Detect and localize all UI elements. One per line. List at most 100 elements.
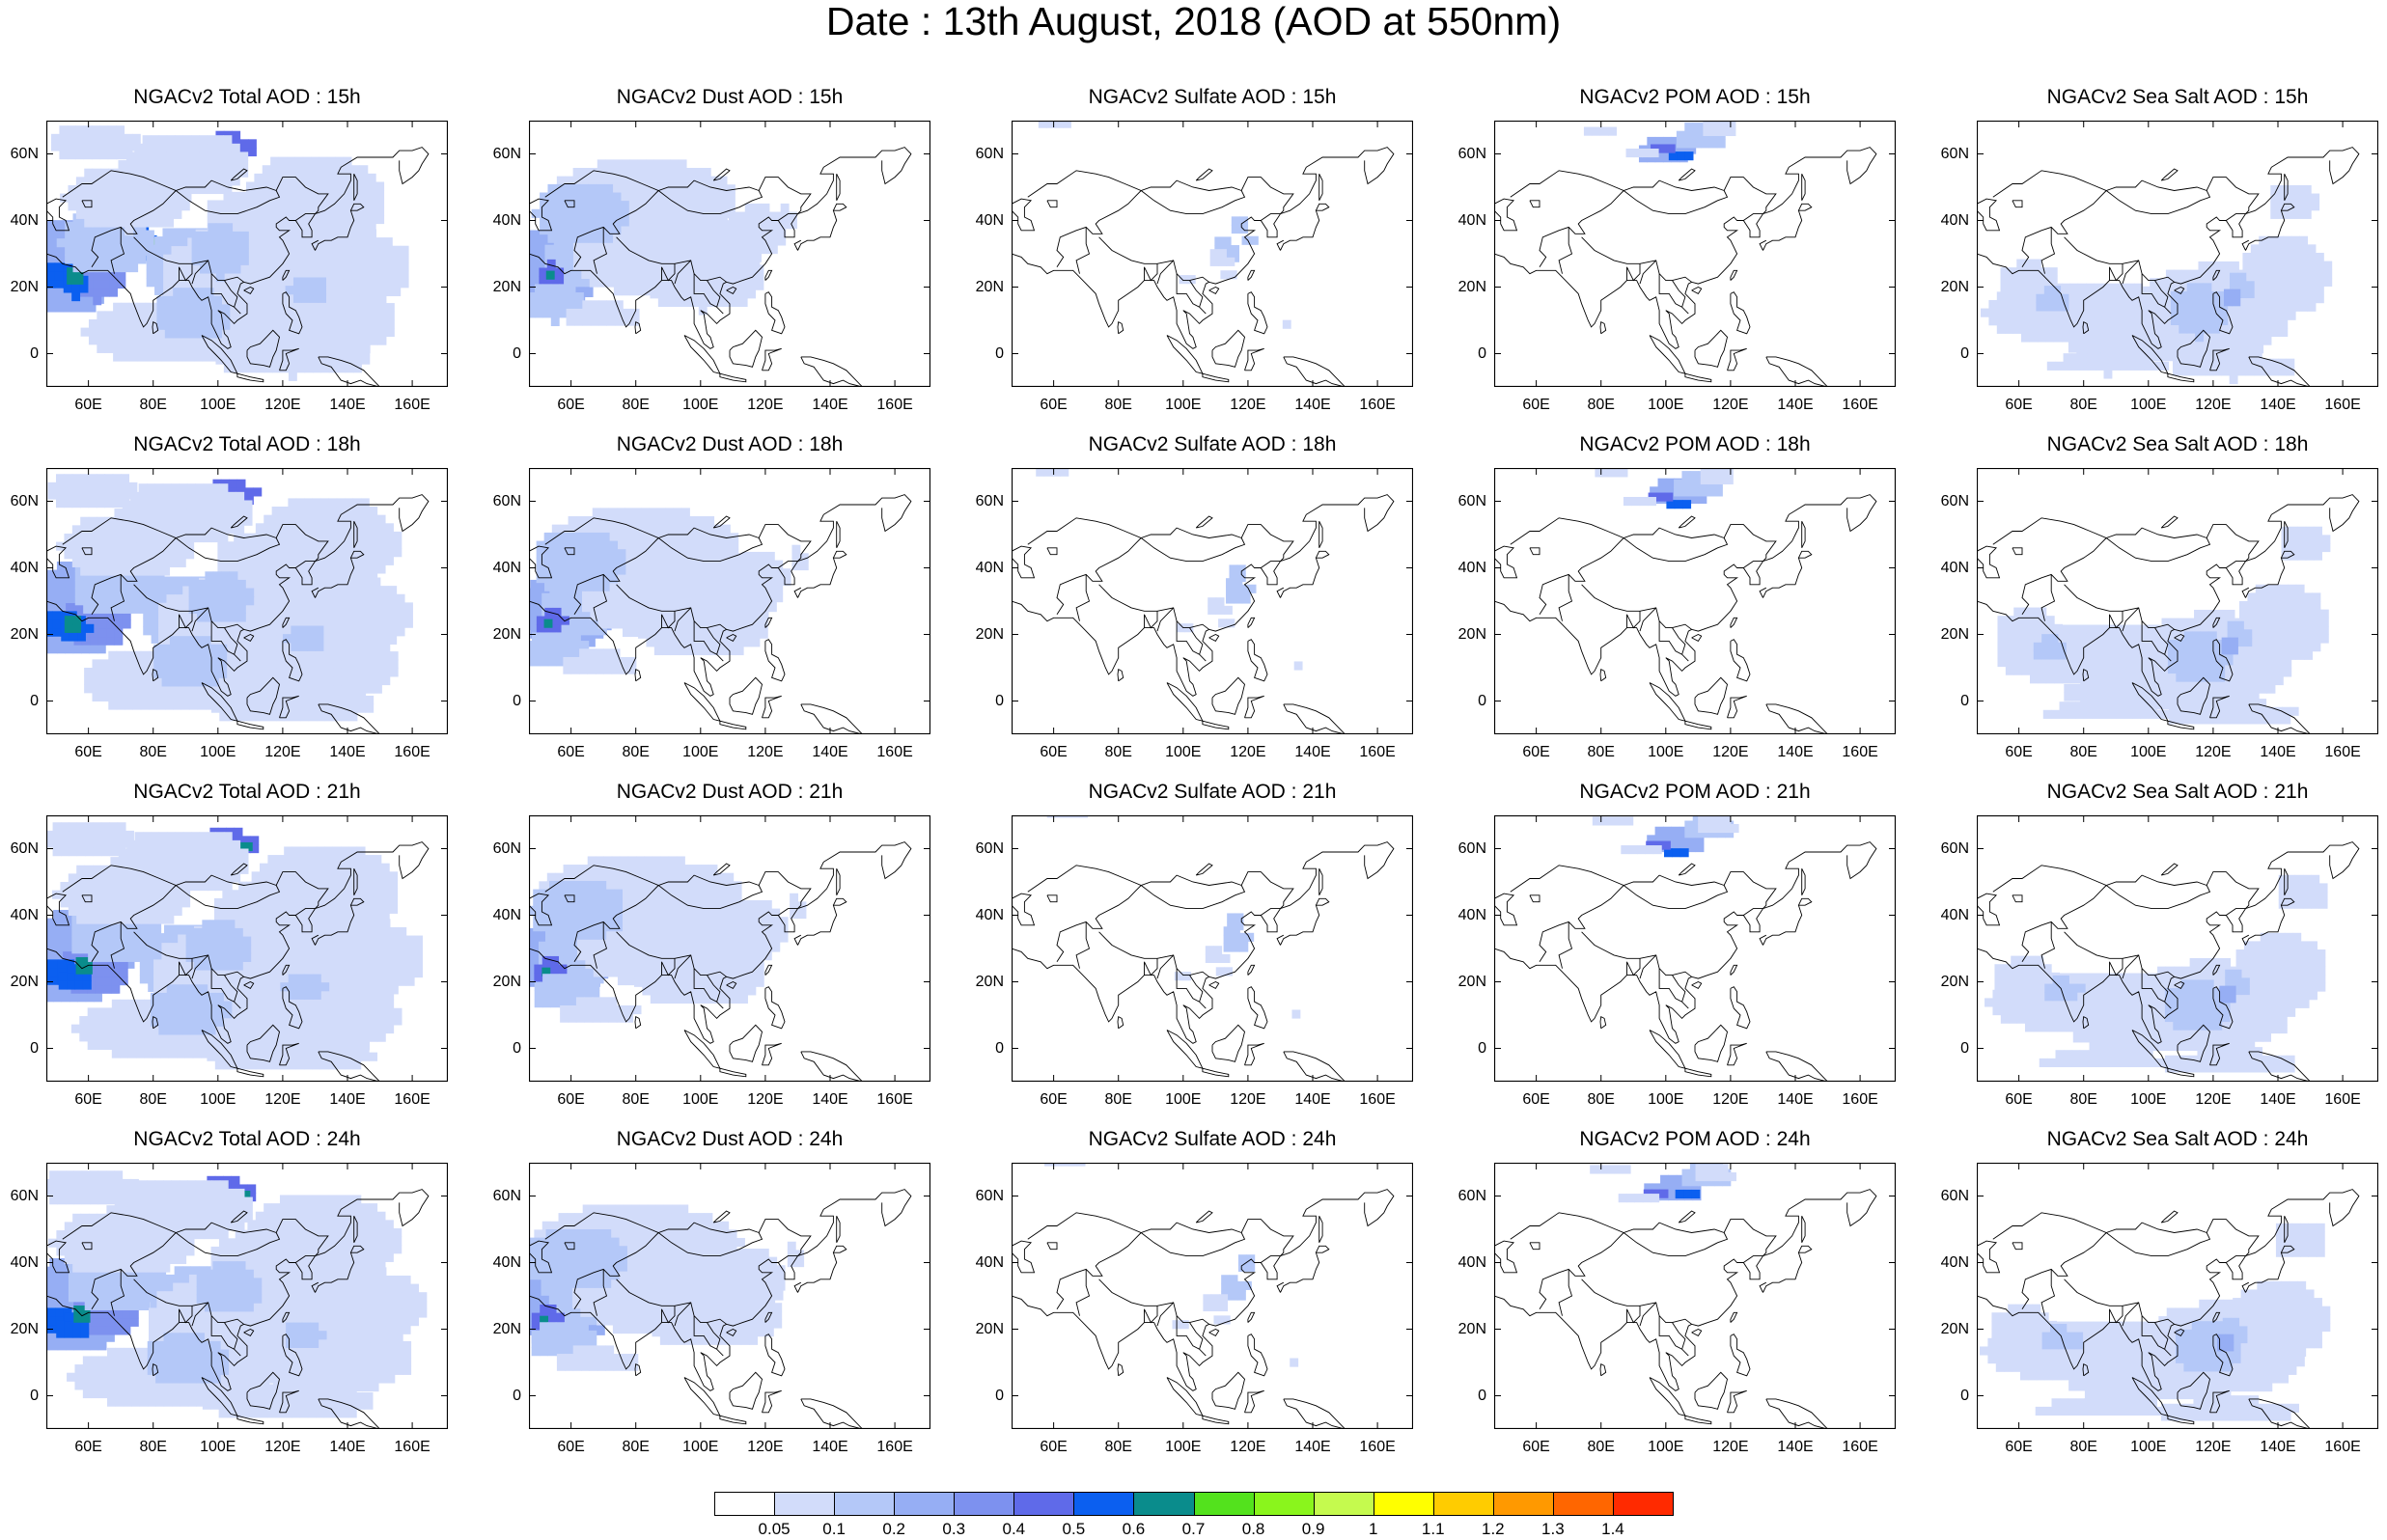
- aod-cell: [121, 344, 130, 353]
- aod-cell: [165, 177, 175, 186]
- aod-cell: [227, 703, 236, 713]
- aod-cell: [702, 176, 711, 185]
- aod-cell: [124, 596, 133, 606]
- aod-cell: [207, 216, 216, 226]
- aod-cell: [323, 611, 333, 620]
- aod-cell: [333, 651, 342, 661]
- aod-cell: [92, 177, 101, 186]
- aod-cell: [2186, 324, 2196, 334]
- aod-cell: [84, 184, 94, 195]
- aod-cell: [348, 675, 358, 686]
- coastline: [2141, 273, 2172, 315]
- aod-cell: [264, 286, 274, 295]
- aod-cell: [154, 278, 163, 288]
- aod-cell: [536, 238, 545, 248]
- aod-cell: [2198, 261, 2207, 271]
- aod-cell: [234, 318, 243, 329]
- aod-cell: [312, 514, 321, 524]
- aod-cell: [211, 509, 220, 518]
- aod-cell: [208, 248, 217, 258]
- aod-cell: [267, 687, 277, 697]
- aod-cell: [331, 635, 341, 646]
- aod-cell: [65, 230, 74, 239]
- aod-cell: [64, 616, 73, 625]
- coastline: [1140, 190, 1246, 215]
- aod-cell: [234, 327, 243, 337]
- aod-cell: [347, 635, 357, 646]
- lon-tick-label: 100E: [200, 397, 236, 413]
- aod-cell: [331, 602, 341, 612]
- lon-tick-label: 140E: [1777, 397, 1814, 413]
- aod-cell: [68, 193, 77, 203]
- aod-cell: [571, 208, 581, 218]
- aod-cell: [163, 270, 172, 281]
- aod-cell: [1239, 216, 1249, 226]
- aod-cell: [1692, 123, 1702, 132]
- aod-cell: [67, 275, 76, 285]
- dust-aod-field: [529, 159, 797, 327]
- aod-cell: [284, 651, 293, 661]
- aod-cell: [231, 208, 240, 218]
- lon-tick-label: 100E: [2130, 397, 2167, 413]
- aod-cell: [145, 327, 154, 337]
- aod-cell: [2206, 344, 2215, 353]
- aod-cell: [369, 548, 378, 558]
- aod-cell: [248, 294, 258, 304]
- figure-title: Date : 13th August, 2018 (AOD at 550nm): [825, 0, 1562, 43]
- aod-cell: [2283, 244, 2292, 254]
- coastline: [719, 372, 747, 383]
- aod-cell: [2270, 209, 2280, 219]
- coastline-layer: [1012, 147, 1395, 387]
- aod-cell: [2086, 316, 2095, 326]
- aod-cell: [271, 627, 281, 637]
- aod-cell: [359, 254, 369, 263]
- lon-tick-label: 60E: [1040, 397, 1068, 413]
- aod-cell: [1671, 145, 1680, 154]
- aod-cell: [629, 192, 639, 202]
- aod-cell: [116, 125, 125, 135]
- aod-cell: [190, 151, 200, 161]
- aod-cell: [571, 201, 581, 210]
- aod-cell: [707, 289, 716, 299]
- aod-cell: [2205, 358, 2214, 368]
- aod-cell: [116, 701, 125, 710]
- aod-cell: [200, 248, 208, 258]
- aod-cell: [128, 336, 138, 345]
- aod-cell: [623, 316, 632, 326]
- aod-cell: [2219, 308, 2229, 317]
- aod-cell: [264, 602, 272, 612]
- aod-cell: [264, 200, 273, 209]
- aod-cell: [268, 254, 278, 263]
- aod-cell: [271, 208, 281, 218]
- aod-cell: [162, 500, 172, 509]
- aod-cell: [2290, 286, 2300, 295]
- aod-cell: [661, 176, 671, 185]
- aod-cell: [738, 297, 748, 308]
- aod-cell: [361, 303, 371, 313]
- aod-cell: [324, 659, 334, 669]
- aod-cell: [89, 263, 98, 273]
- aod-cell: [90, 611, 99, 620]
- aod-cell: [267, 668, 277, 677]
- aod-cell: [317, 659, 326, 669]
- aod-cell: [46, 611, 53, 620]
- aod-cell: [2093, 344, 2101, 353]
- aod-cell: [301, 277, 311, 287]
- lon-tick-label: 80E: [622, 397, 650, 413]
- aod-cell: [555, 201, 565, 210]
- aod-cell: [251, 687, 261, 697]
- aod-cell: [2086, 308, 2095, 317]
- aod-cell: [1231, 216, 1240, 226]
- aod-cell: [129, 238, 139, 248]
- aod-cell: [132, 202, 142, 211]
- aod-cell: [264, 627, 272, 637]
- aod-cell: [596, 217, 605, 227]
- aod-cell: [335, 181, 345, 191]
- aod-cell: [1241, 235, 1251, 245]
- coastline: [2105, 190, 2211, 215]
- aod-cell: [367, 181, 376, 191]
- aod-cell: [75, 142, 85, 151]
- aod-cell: [259, 327, 267, 337]
- aod-cell: [1988, 316, 1998, 326]
